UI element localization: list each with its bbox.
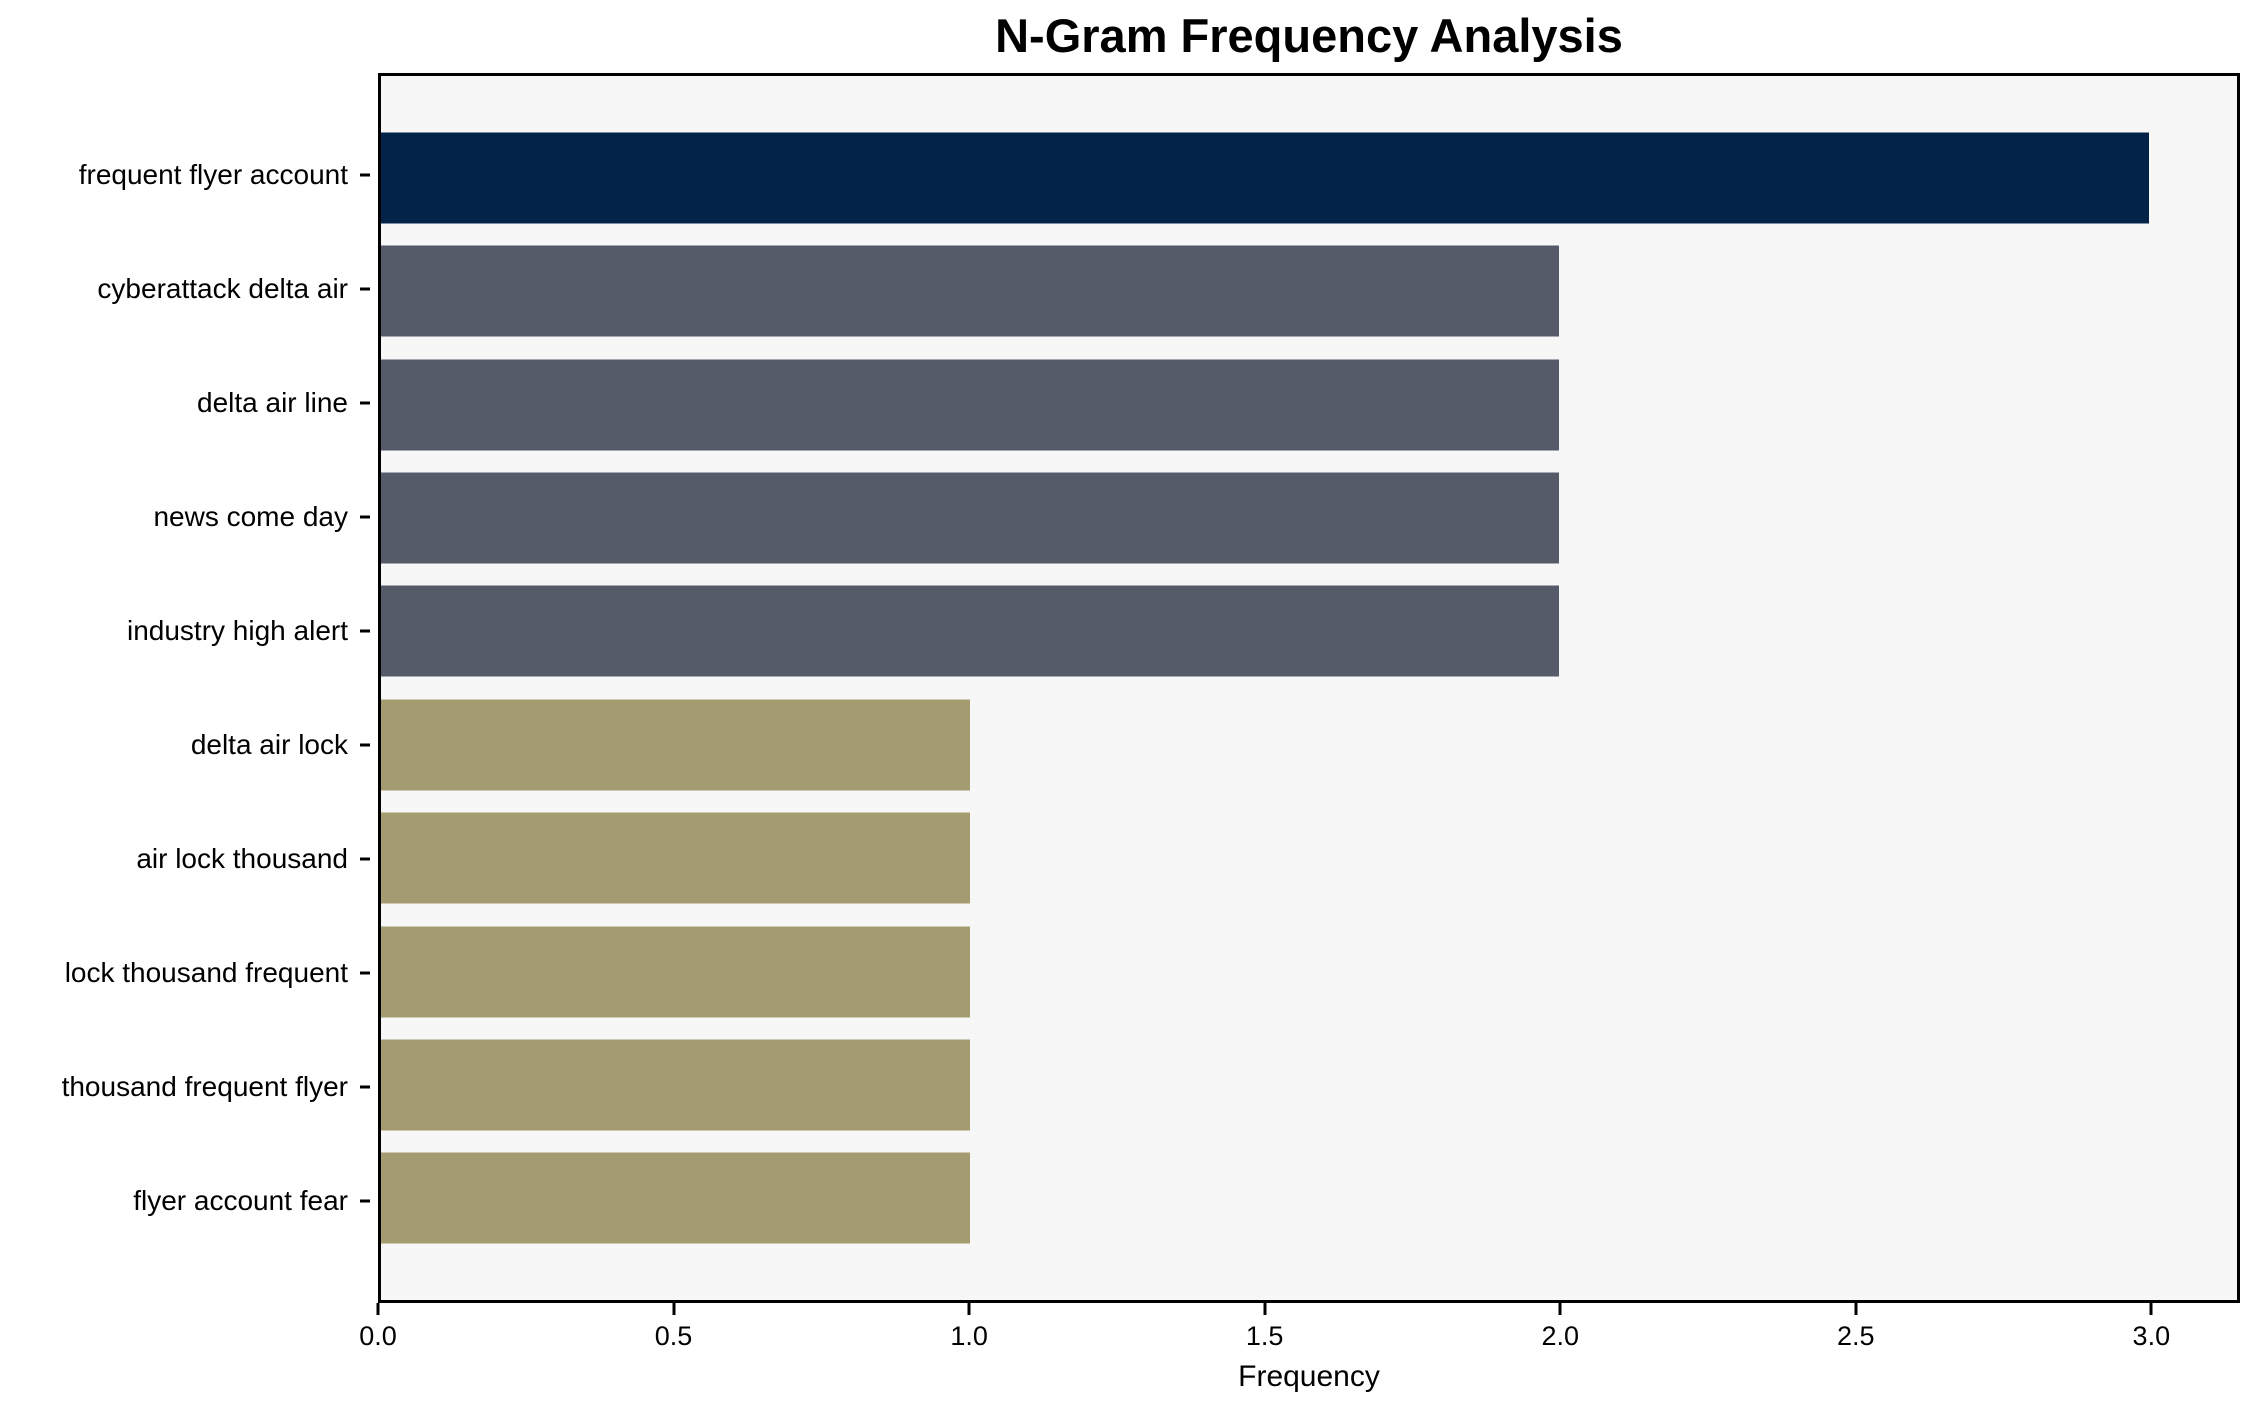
bar-news-come-day bbox=[381, 472, 1560, 564]
x-tick-mark bbox=[967, 1303, 971, 1315]
y-tick-mark bbox=[360, 1085, 370, 1089]
y-tick-label: air lock thousand bbox=[136, 843, 348, 874]
y-tick-label: cyberattack delta air bbox=[97, 273, 348, 304]
bar-thousand-frequent-flyer bbox=[381, 1039, 971, 1131]
y-tick-label: lock thousand frequent bbox=[64, 957, 348, 988]
y-tick-label: thousand frequent flyer bbox=[61, 1071, 348, 1102]
x-tick-mark bbox=[376, 1303, 380, 1315]
bar-row bbox=[381, 348, 2237, 461]
y-tick-label: delta air line bbox=[197, 387, 348, 418]
bar-lock-thousand-frequent bbox=[381, 926, 971, 1018]
y-tick-mark bbox=[360, 287, 370, 291]
bar-row bbox=[381, 234, 2237, 347]
bar-row bbox=[381, 688, 2237, 801]
bar-frequent-flyer-account bbox=[381, 132, 2149, 224]
x-tick-mark bbox=[1263, 1303, 1267, 1315]
x-axis-label: Frequency bbox=[1238, 1360, 1380, 1393]
x-tick-label: 2.0 bbox=[1541, 1321, 1579, 1351]
y-tick-mark bbox=[360, 515, 370, 519]
x-axis: 0.0 0.5 1.0 1.5 2.0 2.5 3.0 bbox=[359, 1303, 2240, 1403]
y-tick-label: delta air lock bbox=[190, 729, 348, 760]
y-tick-label: industry high alert bbox=[126, 615, 348, 646]
bar-delta-air-lock bbox=[381, 699, 971, 791]
bar-delta-air-line bbox=[381, 359, 1560, 451]
x-tick-label: 3.0 bbox=[2132, 1321, 2171, 1351]
x-tick-mark bbox=[672, 1303, 676, 1315]
y-tick-mark bbox=[360, 629, 370, 633]
y-tick-label: frequent flyer account bbox=[78, 159, 348, 190]
y-tick-mark bbox=[360, 173, 370, 177]
x-tick-mark bbox=[1854, 1303, 1858, 1315]
bar-row bbox=[381, 121, 2237, 234]
bar-cyberattack-delta-air bbox=[381, 245, 1560, 337]
bar-industry-high-alert bbox=[381, 585, 1560, 677]
x-tick-label: 2.5 bbox=[1836, 1321, 1875, 1351]
x-tick-label: 0.5 bbox=[654, 1321, 693, 1351]
y-axis: frequent flyer account cyberattack delta … bbox=[0, 73, 378, 1303]
bar-air-lock-thousand bbox=[381, 812, 971, 904]
x-tick-mark bbox=[1558, 1303, 1562, 1315]
bar-row bbox=[381, 575, 2237, 688]
bar-row bbox=[381, 1142, 2237, 1255]
bar-row bbox=[381, 801, 2237, 914]
y-tick-mark bbox=[360, 743, 370, 747]
y-tick-mark bbox=[360, 857, 370, 861]
x-tick-label: 0.0 bbox=[359, 1321, 397, 1351]
bars-container bbox=[381, 121, 2237, 1255]
bar-row bbox=[381, 1028, 2237, 1141]
y-tick-label: news come day bbox=[153, 501, 348, 532]
y-tick-mark bbox=[360, 971, 370, 975]
x-tick-mark bbox=[2149, 1303, 2153, 1315]
x-tick-label: 1.0 bbox=[950, 1321, 988, 1351]
bar-row bbox=[381, 461, 2237, 574]
x-tick-label: 1.5 bbox=[1245, 1321, 1284, 1351]
y-tick-mark bbox=[360, 1199, 370, 1203]
bar-row bbox=[381, 915, 2237, 1028]
bar-flyer-account-fear bbox=[381, 1152, 971, 1244]
chart-title: N-Gram Frequency Analysis bbox=[995, 9, 1623, 62]
y-tick-mark bbox=[360, 401, 370, 405]
y-tick-label: flyer account fear bbox=[133, 1185, 348, 1216]
plot-area bbox=[378, 73, 2240, 1303]
